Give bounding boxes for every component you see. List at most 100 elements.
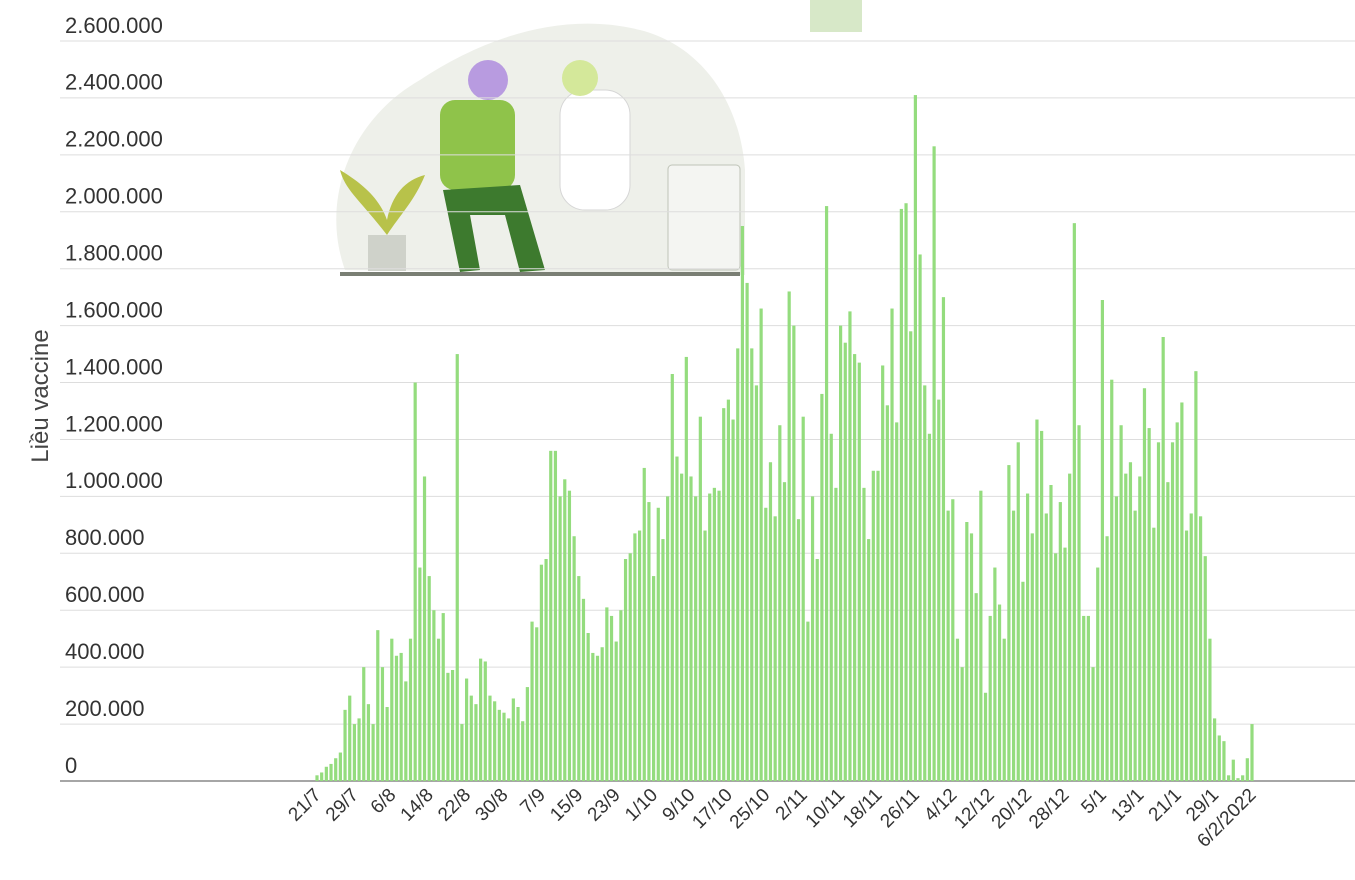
bar — [904, 203, 908, 781]
y-tick-label: 2.000.000 — [65, 184, 163, 209]
bar — [1091, 667, 1095, 781]
bar — [427, 576, 431, 781]
x-tick-label: 14/8 — [397, 785, 438, 826]
y-tick-label: 2.200.000 — [65, 127, 163, 152]
bar — [923, 385, 927, 781]
bar — [320, 772, 324, 781]
bar — [432, 610, 436, 781]
bar — [974, 593, 978, 781]
bar — [563, 479, 567, 781]
bar — [1245, 758, 1249, 781]
y-tick-label: 1.600.000 — [65, 297, 163, 322]
bar — [460, 724, 464, 781]
bar — [1007, 465, 1011, 781]
bar — [652, 576, 656, 781]
bar — [1236, 778, 1240, 781]
bar — [1180, 402, 1184, 781]
bar — [530, 621, 534, 781]
bar — [1138, 476, 1142, 781]
bar — [717, 490, 721, 781]
bar — [1203, 556, 1207, 781]
bar — [661, 539, 665, 781]
bar — [357, 718, 361, 781]
bar — [927, 433, 932, 781]
bar — [895, 422, 899, 781]
bar — [890, 308, 894, 781]
bar — [577, 576, 581, 781]
bar — [666, 496, 670, 781]
bar — [937, 399, 941, 781]
bar — [997, 604, 1002, 781]
y-tick-label: 600.000 — [65, 582, 145, 607]
bar — [609, 615, 614, 781]
x-tick-label: 18/11 — [839, 785, 886, 832]
bar — [801, 416, 805, 781]
bar — [619, 610, 623, 781]
x-tick-label: 21/1 — [1145, 785, 1186, 826]
bar — [362, 667, 366, 781]
x-tick-label: 23/9 — [584, 785, 625, 826]
bar — [535, 627, 539, 781]
bar — [455, 354, 459, 781]
bar — [1147, 428, 1151, 781]
x-tick-label: 20/12 — [988, 785, 1036, 833]
bar — [348, 695, 352, 781]
bar — [315, 775, 319, 781]
bar — [1035, 419, 1039, 781]
bar — [773, 516, 777, 781]
y-tick-label: 400.000 — [65, 639, 145, 664]
bar — [1105, 536, 1109, 781]
bar — [544, 559, 548, 781]
bar — [1096, 567, 1100, 781]
bar — [1208, 638, 1212, 781]
bar — [521, 721, 525, 781]
bar — [899, 208, 903, 781]
bar — [507, 718, 511, 781]
x-tick-label: 28/12 — [1025, 785, 1073, 833]
bar — [843, 342, 847, 781]
bar — [913, 95, 917, 782]
bar — [983, 692, 988, 781]
bar — [1026, 493, 1030, 781]
bar — [628, 553, 632, 781]
bar — [670, 374, 674, 781]
bar — [539, 564, 543, 781]
bar — [680, 473, 684, 781]
bar — [1086, 615, 1090, 781]
bar — [684, 356, 688, 781]
bar — [782, 482, 787, 781]
bar — [731, 419, 735, 781]
bar — [1011, 510, 1016, 781]
y-tick-label: 1.400.000 — [65, 354, 163, 379]
bar — [675, 456, 679, 781]
bar — [1100, 300, 1104, 781]
bar — [703, 530, 707, 781]
bar — [600, 647, 604, 781]
bar — [965, 522, 969, 781]
bar — [829, 433, 833, 781]
bar — [1156, 442, 1161, 781]
bar — [960, 667, 964, 781]
bar — [1184, 530, 1189, 781]
bar — [1217, 735, 1221, 781]
bar — [1124, 473, 1128, 781]
x-tick-label: 17/10 — [688, 785, 736, 833]
bar — [497, 709, 501, 781]
bar — [1166, 482, 1170, 781]
bar — [1058, 502, 1062, 781]
bar — [352, 724, 356, 781]
bar — [343, 709, 347, 781]
bar — [633, 533, 637, 781]
bar — [857, 362, 861, 781]
bar — [408, 638, 413, 781]
bar — [614, 641, 618, 781]
bar — [1044, 513, 1048, 781]
y-tick-label: 1.200.000 — [65, 411, 163, 436]
bar — [708, 493, 712, 781]
x-tick-label: 6/8 — [367, 785, 401, 819]
bar — [885, 405, 889, 781]
bar — [1241, 775, 1245, 781]
bar — [815, 559, 819, 781]
bar — [572, 536, 576, 781]
